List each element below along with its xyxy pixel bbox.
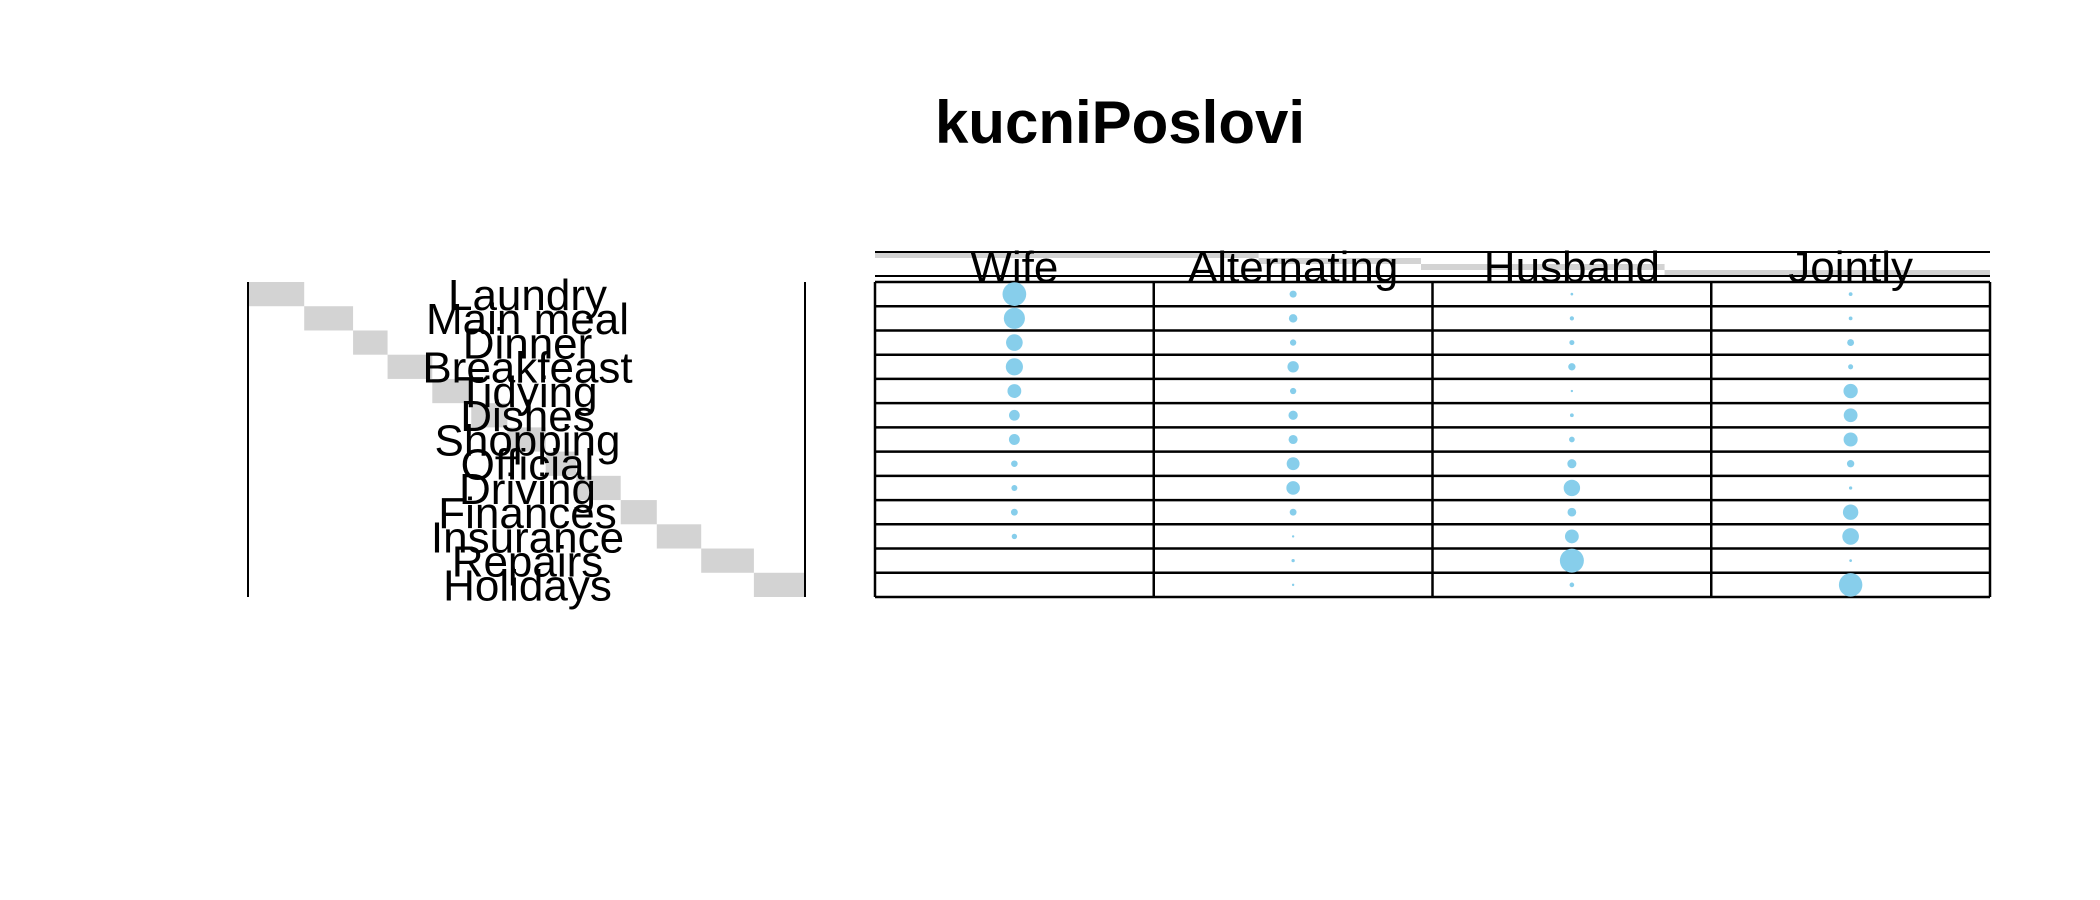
row-label: Driving [459,465,596,514]
balloon [1843,383,1858,399]
balloon [1847,339,1855,346]
balloon [1002,282,1027,306]
balloon [1568,363,1576,371]
row-margin-bars [247,282,806,597]
balloon [1286,457,1300,471]
row-label: Dishes [460,392,595,441]
column-label: Husband [1484,243,1660,292]
column-margin-bar [875,252,1259,258]
balloon [1010,508,1018,516]
row-label: Holidays [443,562,612,611]
balloon [1846,460,1855,468]
balloon [1289,339,1297,346]
row-label: Repairs [452,537,604,586]
row-label: Main meal [426,295,629,344]
row-label: Laundry [448,271,607,320]
row-label: Dinner [463,319,593,368]
column-label: Alternating [1188,243,1398,292]
balloon [1848,486,1853,490]
balloon [1287,361,1299,373]
balloons [1002,282,1863,597]
row-margin-bar [753,572,805,597]
balloon [1569,316,1574,321]
balloon [1288,314,1298,323]
balloon [1842,528,1859,545]
balloon [1011,533,1018,540]
row-margin-bar [656,524,702,549]
balloon [1843,408,1858,423]
balloon [1569,340,1575,346]
column-margin-bars [875,251,1990,277]
column-labels: Wife Alternating Husband Jointly [970,243,1913,292]
row-label: Finances [438,489,617,538]
balloon [1008,434,1020,445]
row-margin-bar [304,306,354,331]
balloon [1007,384,1022,398]
table-grid [873,280,1992,599]
row-margin-bar [248,282,305,307]
row-margin-bar [545,451,577,476]
row-label: Shopping [435,416,621,465]
balloon [1838,573,1863,597]
balloon [1291,583,1295,587]
balloon [1005,358,1023,376]
balloon [1570,292,1574,296]
balloon [1009,409,1020,421]
balloon [1843,432,1858,447]
balloon [1564,529,1579,544]
balloon [1569,413,1574,418]
row-label: Insurance [431,513,624,562]
row-margin-bar [701,548,754,573]
balloon [1570,389,1574,393]
balloon [1563,479,1581,497]
row-margin-bar [353,330,388,355]
balloon [1288,410,1298,420]
balloon [1288,434,1298,445]
column-margin-bar [1258,258,1421,264]
balloon [1289,387,1297,395]
row-margin-bar [620,500,657,525]
balloon [1286,481,1300,495]
row-margin-bar [576,475,621,501]
balloon [1848,364,1854,370]
balloon [1849,559,1852,562]
balloon [1006,334,1023,351]
balloon [1569,436,1575,443]
row-label: Official [461,441,595,490]
column-margin-bar [1664,270,1990,276]
balloon [1848,292,1853,297]
row-margin-bar [471,403,508,428]
balloon [1848,316,1853,321]
balloon [1567,459,1577,469]
balloon [1291,535,1295,538]
balloon [1559,548,1584,573]
balloon [1289,508,1297,516]
column-margin-bar [1420,264,1665,270]
row-label: Tidying [457,368,597,417]
chart-title: kucniPoslovi [934,89,1306,156]
row-margin-bar [432,378,472,404]
row-label: Breakfeast [422,344,632,393]
balloon [1842,504,1859,520]
balloon [1567,507,1577,517]
balloon [1011,460,1018,468]
balloon [1003,307,1025,329]
balloon [1569,582,1575,588]
row-margin-bar [507,427,546,452]
balloon [1291,559,1295,563]
row-margin-bar [387,354,433,379]
balloon [1289,290,1297,298]
column-label: Jointly [1788,243,1913,292]
balloon [1011,484,1018,491]
